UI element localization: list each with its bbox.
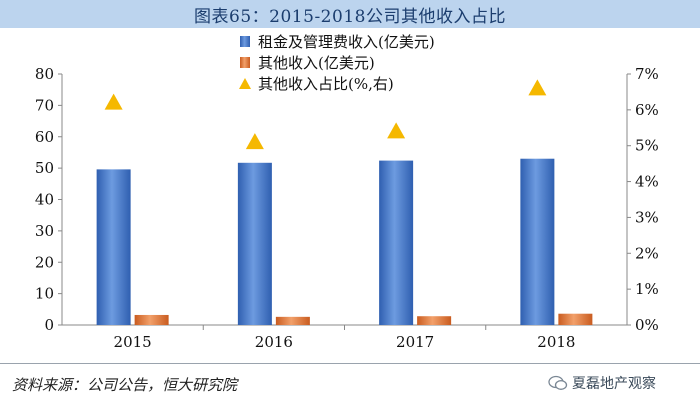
y2-tick-label: 0% (635, 316, 659, 334)
y-tick-label: 30 (35, 222, 54, 240)
ratio-marker (387, 122, 406, 139)
x-tick-label: 2017 (396, 333, 434, 351)
source-note: 资料来源：公司公告，恒大研究院 (12, 376, 238, 394)
y-tick-label: 60 (35, 128, 54, 146)
chart-title: 图表65：2015-2018公司其他收入占比 (194, 6, 506, 27)
bar-chart: 0 10 20 30 40 50 60 70 80 0% 1% 2% 3% 4% 5% 6% 7% 2015 201… (35, 33, 659, 351)
y2-tick-label: 4% (635, 173, 659, 191)
wechat-icon (548, 375, 568, 390)
legend-swatch (240, 57, 250, 68)
legend-label: 其他收入占比(%,右) (258, 75, 394, 93)
y2-tick-label: 1% (635, 280, 659, 298)
y-tick-label: 10 (35, 285, 54, 303)
legend-label: 租金及管理费收入(亿美元) (258, 33, 435, 51)
y2-tick-label: 3% (635, 208, 659, 226)
title-bar: 图表65：2015-2018公司其他收入占比 (0, 0, 700, 28)
bar-rent (96, 169, 131, 325)
ratio-marker (245, 133, 264, 150)
ratio-marker (528, 79, 547, 96)
y-tick-label: 80 (35, 65, 54, 83)
x-tick-label: 2015 (114, 333, 152, 351)
y2-tick-label: 2% (635, 244, 659, 262)
x-tick-label: 2016 (255, 333, 293, 351)
legend-swatch (239, 78, 251, 89)
x-tick-label: 2018 (537, 333, 575, 351)
ratio-marker (104, 93, 123, 110)
legend-swatch (240, 36, 250, 47)
bar-rent (520, 158, 555, 325)
watermark: 夏磊地产观察 (548, 373, 656, 393)
y2-tick-label: 7% (635, 65, 659, 83)
divider (0, 363, 700, 364)
y2-tick-label: 6% (635, 101, 659, 119)
bar-other (275, 316, 310, 325)
y-tick-label: 0 (44, 316, 54, 334)
bar-rent (237, 162, 272, 325)
y2-tick-label: 5% (635, 137, 659, 155)
y-tick-label: 50 (35, 159, 54, 177)
bar-other (558, 313, 593, 325)
watermark-text: 夏磊地产观察 (572, 376, 656, 392)
y-tick-label: 20 (35, 253, 54, 271)
y-tick-label: 70 (35, 96, 54, 114)
bar-other (417, 316, 452, 325)
legend-label: 其他收入(亿美元) (258, 54, 375, 72)
bar-other (134, 314, 169, 325)
bar-rent (379, 160, 414, 325)
y-tick-label: 40 (35, 191, 54, 209)
